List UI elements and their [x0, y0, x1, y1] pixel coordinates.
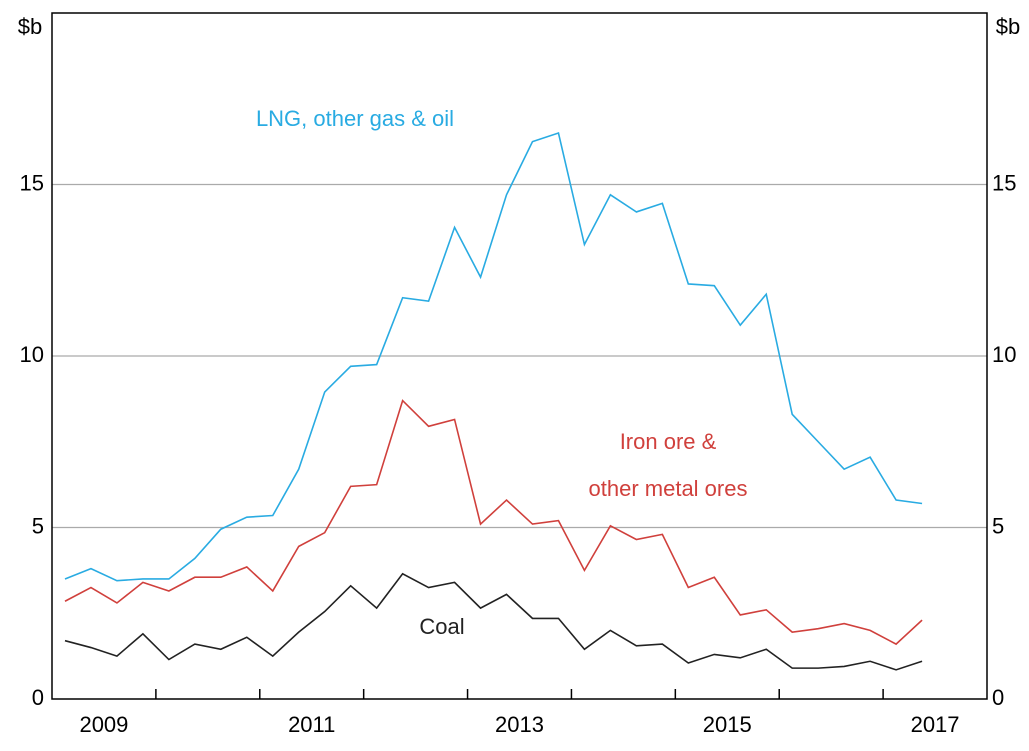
annotation: LNG, other gas & oil: [256, 106, 454, 131]
y2-tick-label: 15: [992, 170, 1016, 195]
x-tick-label: 2013: [495, 712, 544, 737]
series-line: [64, 572, 923, 671]
annotation: Coal: [419, 614, 464, 639]
y-tick-label: 0: [32, 685, 44, 710]
y2-tick-label: 5: [992, 513, 1004, 538]
series-line: [64, 132, 923, 582]
y2-tick-label: 0: [992, 685, 1004, 710]
x-tick-label: 2017: [911, 712, 960, 737]
y-tick-label: 15: [20, 170, 44, 195]
x-tick-label: 2015: [703, 712, 752, 737]
y2-tick-label: 10: [992, 342, 1016, 367]
series-line: [64, 399, 923, 646]
y-tick-label: 5: [32, 513, 44, 538]
y-tick-label: 10: [20, 342, 44, 367]
annotation: Iron ore &: [620, 429, 717, 454]
y-unit-right: $b: [996, 14, 1020, 39]
plot-frame: [51, 12, 988, 700]
annotation: other metal ores: [589, 476, 748, 501]
x-tick-label: 2011: [288, 712, 335, 737]
y-unit-left: $b: [18, 14, 42, 39]
x-tick-label: 2009: [79, 712, 128, 737]
